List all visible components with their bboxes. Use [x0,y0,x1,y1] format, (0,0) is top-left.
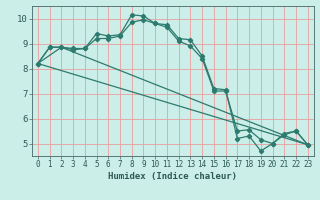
X-axis label: Humidex (Indice chaleur): Humidex (Indice chaleur) [108,172,237,181]
